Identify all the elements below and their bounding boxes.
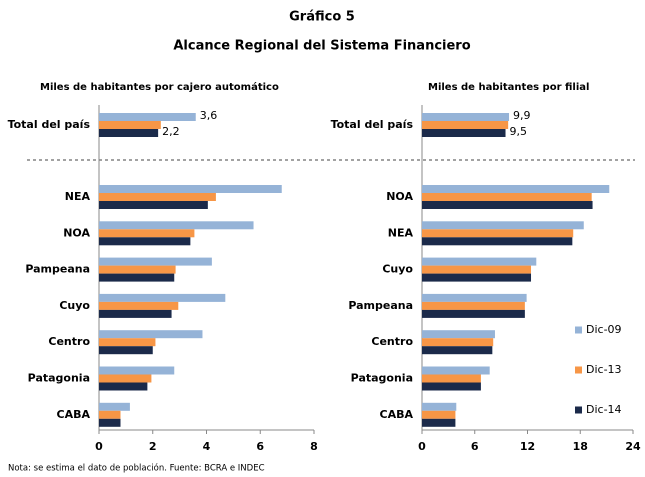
bar [422, 201, 593, 209]
bar [99, 113, 196, 121]
category-label: Total del país [8, 118, 91, 131]
x-tick-label: 6 [256, 440, 264, 453]
category-label: Patagonia [351, 372, 413, 385]
category-label: NOA [386, 190, 413, 203]
category-label: Total del país [331, 118, 414, 131]
category-label: Centro [48, 335, 90, 348]
category-label: CABA [380, 408, 414, 421]
legend-swatch [575, 326, 582, 334]
x-tick-label: 4 [203, 440, 211, 453]
bar [99, 257, 212, 266]
category-label: Patagonia [28, 372, 90, 385]
bar [422, 309, 525, 318]
x-tick-label: 2 [149, 440, 157, 453]
category-label: Pampeana [348, 299, 413, 312]
bar [422, 346, 493, 355]
bar [422, 265, 532, 274]
bar [422, 330, 495, 339]
x-tick-label: 18 [573, 440, 588, 453]
bar [99, 293, 226, 302]
bar [99, 193, 216, 201]
legend-swatch [575, 406, 582, 414]
x-tick-label: 12 [520, 440, 535, 453]
bar [422, 301, 525, 310]
x-tick-label: 8 [310, 440, 318, 453]
bar [99, 273, 175, 282]
bar [99, 410, 121, 419]
category-label: Cuyo [59, 299, 90, 312]
category-label: CABA [57, 408, 91, 421]
category-label: Pampeana [25, 263, 90, 276]
x-tick-label: 6 [471, 440, 479, 453]
note: Nota: se estima el dato de población. Fu… [8, 463, 265, 474]
value-label: 9,5 [510, 125, 528, 138]
bar [422, 237, 573, 246]
bar [422, 410, 456, 419]
x-tick-label: 0 [418, 440, 426, 453]
bar [422, 257, 537, 266]
category-label: Cuyo [382, 263, 413, 276]
bar [422, 382, 481, 391]
chart-title: Miles de habitantes por cajero automátic… [40, 81, 279, 93]
bar [422, 193, 592, 201]
legend-label: Dic-14 [586, 403, 622, 416]
bar [99, 201, 208, 209]
x-tick-label: 0 [95, 440, 103, 453]
bar [422, 113, 510, 121]
bar [422, 221, 584, 230]
x-tick-label: 24 [625, 440, 641, 453]
bar [99, 338, 156, 347]
bar [99, 402, 130, 411]
bar [422, 374, 481, 383]
bar [422, 293, 527, 302]
bar [422, 121, 509, 129]
bar [99, 382, 148, 391]
bar [99, 346, 153, 355]
value-label: 3,6 [200, 109, 218, 122]
legend-label: Dic-09 [586, 323, 622, 336]
bar [99, 229, 195, 238]
bar [99, 330, 203, 339]
bar [99, 129, 159, 137]
value-label: 9,9 [513, 109, 531, 122]
bar [99, 121, 161, 129]
bar [99, 366, 175, 375]
bar [99, 301, 179, 310]
bar [422, 402, 457, 411]
bar [99, 309, 172, 318]
value-label: 2,2 [162, 125, 180, 138]
bar [422, 418, 456, 427]
subtitle: Alcance Regional del Sistema Financiero [173, 39, 470, 54]
title: Gráfico 5 [289, 10, 355, 25]
bar [99, 374, 152, 383]
chart-title: Miles de habitantes por filial [428, 82, 589, 93]
bar [99, 265, 176, 274]
bar [99, 221, 254, 230]
bar [422, 129, 506, 137]
bar [422, 273, 532, 282]
bar [99, 185, 282, 193]
bar [422, 185, 610, 193]
legend-label: Dic-13 [586, 363, 622, 376]
bar [422, 338, 494, 347]
bar [422, 366, 490, 375]
bar [99, 418, 121, 427]
category-label: NOA [63, 226, 90, 239]
bar [99, 237, 191, 246]
legend-swatch [575, 366, 582, 374]
category-label: Centro [371, 335, 413, 348]
category-label: NEA [388, 226, 414, 239]
category-label: NEA [65, 190, 91, 203]
bar [422, 229, 574, 238]
